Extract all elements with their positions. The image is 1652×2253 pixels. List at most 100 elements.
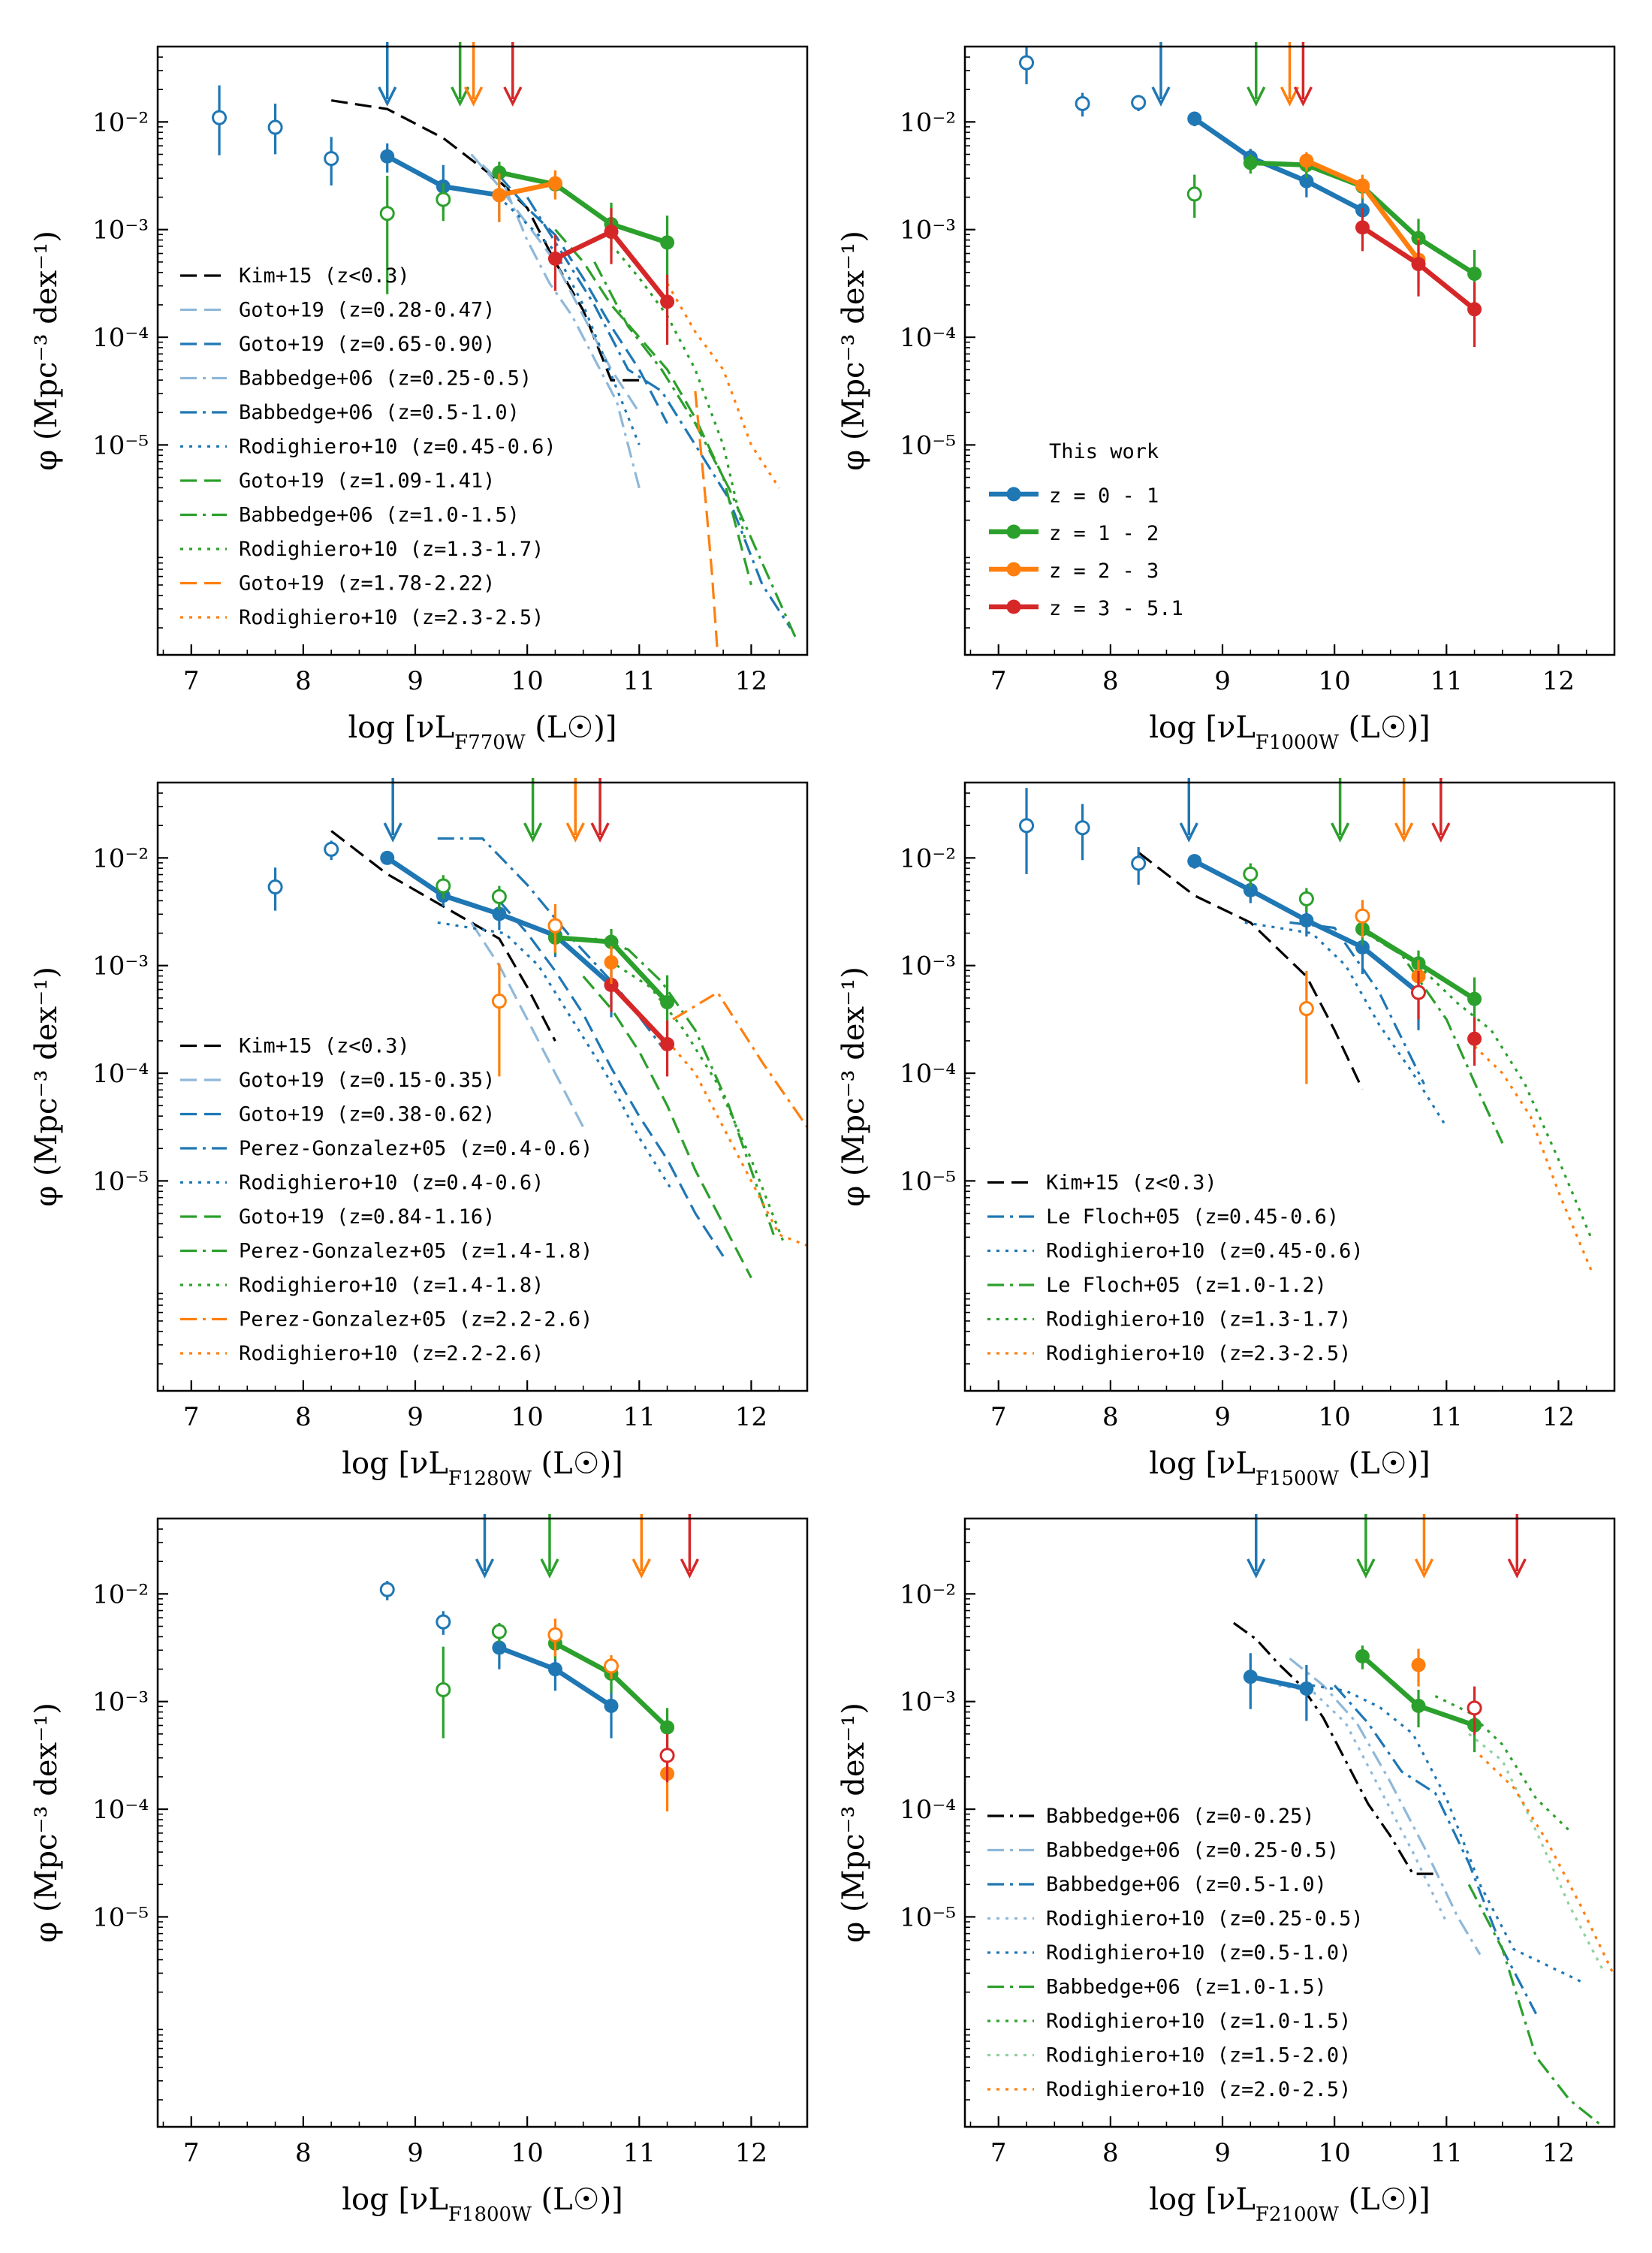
open-point-2-1 xyxy=(547,918,563,933)
x-axis-label-end: (L☉)] xyxy=(532,1446,623,1481)
x-tick-label-0: 7 xyxy=(183,2138,200,2168)
this-work-point-2-1 xyxy=(660,1036,675,1051)
x-axis-label-end: (L☉)] xyxy=(1339,2182,1430,2217)
legend-entry-0: Kim+15 (z<0.3) xyxy=(239,264,410,288)
x-tick-label-3: 10 xyxy=(1319,1402,1351,1432)
axes-frame xyxy=(156,781,809,1392)
this-work-point-0-1 xyxy=(547,1662,562,1677)
x-tick-label-4: 11 xyxy=(1430,666,1463,696)
x-axis-label: log [νLF1000W (L☉)] xyxy=(1149,710,1430,754)
open-point-0-2 xyxy=(324,151,339,167)
y-tick-label-1: 10⁻³ xyxy=(92,216,149,246)
legend-entry-4: Rodighiero+10 (z=0.5-1.0) xyxy=(1046,1941,1351,1965)
open-point-2-0 xyxy=(547,1627,563,1642)
x-tick-label-1: 8 xyxy=(1102,1402,1119,1432)
x-tick-label-4: 11 xyxy=(623,666,656,696)
this-work-point-0-0 xyxy=(1187,111,1202,126)
legend-entry-6: Rodighiero+10 (z=1.0-1.5) xyxy=(1046,2010,1351,2033)
y-tick-label-2: 10⁻⁴ xyxy=(92,1059,149,1089)
open-point-1-1 xyxy=(436,1681,451,1697)
y-tick-label-0: 10⁻² xyxy=(900,1579,956,1609)
y-axis-label: φ (Mpc⁻³ dex⁻¹) xyxy=(837,1703,871,1943)
y-tick-label-3: 10⁻⁵ xyxy=(900,1902,956,1932)
limit-arrow-head-2 xyxy=(632,1558,651,1579)
x-axis-label: log [νLF2100W (L☉)] xyxy=(1149,2182,1430,2226)
limit-arrow-head-2 xyxy=(464,86,484,107)
plot-area xyxy=(1019,47,1482,347)
open-point-1-1 xyxy=(1298,891,1314,906)
comparison-line-0 xyxy=(330,830,556,1042)
open-point-1-0 xyxy=(491,1624,507,1639)
legend-this-work-entry-2: z = 2 - 3 xyxy=(1049,559,1159,583)
x-tick-label-0: 7 xyxy=(183,1402,200,1432)
legend-entry-6: Goto+19 (z=1.09-1.41) xyxy=(239,469,495,493)
limit-arrow-head-1 xyxy=(1356,1558,1376,1579)
open-point-0-0 xyxy=(1019,55,1035,71)
open-point-1-1 xyxy=(491,888,507,904)
comparison-line-9 xyxy=(694,391,719,655)
comparison-line-8 xyxy=(672,991,807,1128)
x-axis-label-main: log [νL xyxy=(348,710,454,745)
x-tick-label-5: 12 xyxy=(1542,666,1575,696)
limit-arrow-head-2 xyxy=(1280,86,1300,107)
this-work-point-0-0 xyxy=(380,850,395,865)
legend-this-work-marker-1 xyxy=(1006,524,1021,539)
this-work-point-2-0 xyxy=(604,978,619,993)
x-tick-label-2: 9 xyxy=(407,1402,424,1432)
limit-arrow-head-1 xyxy=(451,86,470,107)
x-tick-label-1: 8 xyxy=(295,666,312,696)
x-axis-label-sub: F1000W xyxy=(1256,731,1339,754)
legend-entry-5: Rodighiero+10 (z=2.3-2.5) xyxy=(1046,1342,1351,1365)
this-work-point-3-1 xyxy=(604,225,619,240)
x-axis-label: log [νLF1500W (L☉)] xyxy=(1149,1446,1430,1490)
limit-arrow-head-1 xyxy=(540,1558,559,1579)
legend-entry-5: Babbedge+06 (z=1.0-1.5) xyxy=(1046,1976,1327,1999)
legend-entry-4: Babbedge+06 (z=0.5-1.0) xyxy=(239,401,520,424)
legend-this-work-entry-3: z = 3 - 5.1 xyxy=(1049,597,1183,620)
panel-f770w: 7 8 9 10 11 12 10⁻² 10⁻³ 10⁻⁴ 10⁻⁵ log [νLF770W (L… xyxy=(29,42,809,754)
this-work-point-0-2 xyxy=(604,1698,619,1713)
x-tick-label-5: 12 xyxy=(735,2138,767,2168)
x-tick-label-0: 7 xyxy=(990,2138,1007,2168)
open-point-1-0 xyxy=(1243,866,1259,882)
x-axis-label: log [νLF770W (L☉)] xyxy=(348,710,616,754)
open-point-0-0 xyxy=(212,110,228,125)
legend-entry-7: Babbedge+06 (z=1.0-1.5) xyxy=(239,504,520,527)
open-point-1-0 xyxy=(1186,186,1202,202)
plot-area xyxy=(1232,1621,1614,2127)
x-tick-label-3: 10 xyxy=(511,2138,544,2168)
open-point-0-2 xyxy=(1131,95,1147,110)
x-tick-label-0: 7 xyxy=(990,666,1007,696)
legend-entry-5: Rodighiero+10 (z=0.45-0.6) xyxy=(239,436,556,459)
x-tick-label-1: 8 xyxy=(295,2138,312,2168)
x-axis-label-end: (L☉)] xyxy=(532,2182,623,2217)
legend-entry-8: Perez-Gonzalez+05 (z=2.2-2.6) xyxy=(239,1308,592,1332)
legend-entry-1: Goto+19 (z=0.15-0.35) xyxy=(239,1069,495,1092)
limit-arrow-head-0 xyxy=(1179,822,1198,843)
open-point-2-1 xyxy=(1355,908,1370,924)
this-work-point-2-0 xyxy=(492,188,507,203)
limit-arrow-head-3 xyxy=(503,86,523,107)
x-axis-label-end: (L☉)] xyxy=(1339,1446,1430,1481)
open-point-0-2 xyxy=(1131,855,1147,871)
this-work-point-2-0 xyxy=(1299,153,1314,168)
limit-arrow-head-2 xyxy=(1414,1558,1434,1579)
x-tick-label-2: 9 xyxy=(1214,666,1231,696)
y-tick-label-3: 10⁻⁵ xyxy=(92,1166,149,1196)
this-work-point-0-2 xyxy=(492,906,507,921)
legend-entry-2: Goto+19 (z=0.38-0.62) xyxy=(239,1103,495,1126)
open-point-0-1 xyxy=(1075,820,1090,836)
panel-f1000w: 7 8 9 10 11 12 10⁻² 10⁻³ 10⁻⁴ 10⁻⁵ log [νLF1000W (… xyxy=(837,42,1616,754)
x-tick-label-2: 9 xyxy=(407,2138,424,2168)
comparison-line-5 xyxy=(1467,1884,1605,2127)
limit-arrow-head-1 xyxy=(1247,86,1266,107)
x-tick-label-5: 12 xyxy=(1542,1402,1575,1432)
y-tick-label-2: 10⁻⁴ xyxy=(900,323,956,353)
comparison-line-0 xyxy=(330,99,640,382)
y-axis-label: φ (Mpc⁻³ dex⁻¹) xyxy=(29,1703,64,1943)
this-work-line-green xyxy=(499,170,668,245)
open-point-1-0 xyxy=(436,192,451,207)
this-work-point-1-1 xyxy=(1411,1698,1426,1713)
y-tick-label-2: 10⁻⁴ xyxy=(900,1059,956,1089)
